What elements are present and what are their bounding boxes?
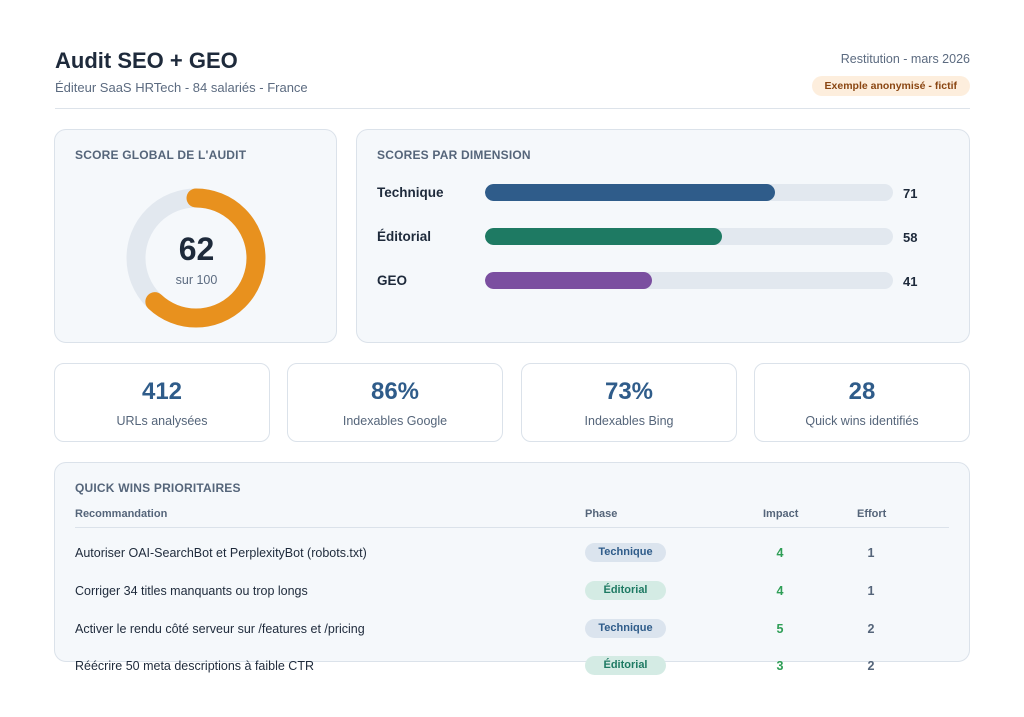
global-score-value: 62 bbox=[178, 231, 215, 267]
table-row: Autoriser OAI-SearchBot et PerplexityBot… bbox=[55, 543, 971, 563]
phase-badge: Technique bbox=[585, 543, 666, 562]
report-date: Restitution - mars 2026 bbox=[840, 52, 970, 66]
kpi-card-google: 86% Indexables Google bbox=[287, 363, 503, 442]
table-row: Corriger 34 titles manquants ou trop lon… bbox=[55, 581, 971, 601]
recommendation-text: Réécrire 50 meta descriptions à faible C… bbox=[75, 659, 314, 673]
page-subtitle: Éditeur SaaS HRTech - 84 salariés - Fran… bbox=[55, 80, 308, 95]
dimension-bar-fill bbox=[485, 184, 775, 201]
dimension-value: 41 bbox=[903, 274, 918, 289]
score-donut bbox=[126, 188, 266, 328]
impact-value: 3 bbox=[776, 659, 784, 673]
dimension-value: 71 bbox=[903, 186, 918, 201]
recommendation-text: Corriger 34 titles manquants ou trop lon… bbox=[75, 584, 308, 598]
recommendation-text: Activer le rendu côté serveur sur /featu… bbox=[75, 622, 365, 636]
kpi-card-bing: 73% Indexables Bing bbox=[521, 363, 737, 442]
kpi-card-urls: 412 URLs analysées bbox=[54, 363, 270, 442]
dimension-value: 58 bbox=[903, 230, 918, 245]
global-score-title: SCORE GLOBAL DE L'AUDIT bbox=[75, 148, 247, 162]
effort-value: 2 bbox=[867, 659, 875, 673]
table-row: Activer le rendu côté serveur sur /featu… bbox=[55, 619, 971, 639]
phase-badge: Technique bbox=[585, 619, 666, 638]
kpi-label: Indexables Google bbox=[342, 414, 448, 428]
dimension-scores-title: SCORES PAR DIMENSION bbox=[377, 148, 531, 162]
global-score-max-label: sur 100 bbox=[175, 273, 218, 287]
kpi-label: URLs analysées bbox=[116, 414, 208, 428]
phase-badge: Éditorial bbox=[585, 581, 666, 600]
dimension-bar-track bbox=[485, 272, 893, 289]
dimension-label: GEO bbox=[377, 273, 408, 288]
global-score-card: SCORE GLOBAL DE L'AUDIT 62 sur 100 bbox=[54, 129, 337, 343]
score-ring-fill bbox=[126, 188, 266, 328]
kpi-label: Quick wins identifiés bbox=[805, 414, 919, 428]
kpi-value: 73% bbox=[604, 378, 654, 405]
effort-value: 2 bbox=[867, 622, 875, 636]
kpi-value: 86% bbox=[370, 378, 420, 405]
kpi-card-quick-wins: 28 Quick wins identifiés bbox=[754, 363, 970, 442]
kpi-value: 28 bbox=[848, 378, 876, 405]
column-header-phase: Phase bbox=[585, 508, 618, 520]
dimension-bar-track bbox=[485, 228, 893, 245]
dimension-label: Technique bbox=[377, 185, 444, 200]
phase-badge: Éditorial bbox=[585, 656, 666, 675]
quick-wins-title: QUICK WINS PRIORITAIRES bbox=[75, 481, 241, 495]
recommendation-text: Autoriser OAI-SearchBot et PerplexityBot… bbox=[75, 546, 367, 560]
dimension-row-technique: Technique 71 bbox=[357, 183, 971, 203]
impact-value: 4 bbox=[776, 584, 784, 598]
dimension-bar-track bbox=[485, 184, 893, 201]
impact-value: 4 bbox=[776, 546, 784, 560]
kpi-value: 412 bbox=[141, 378, 183, 405]
impact-value: 5 bbox=[776, 622, 784, 636]
header-divider bbox=[55, 108, 970, 109]
effort-value: 1 bbox=[867, 546, 875, 560]
dimension-bar-fill bbox=[485, 228, 722, 245]
dimension-row-editorial: Éditorial 58 bbox=[357, 227, 971, 247]
effort-value: 1 bbox=[867, 584, 875, 598]
fictional-example-badge: Exemple anonymisé - fictif bbox=[811, 76, 970, 96]
table-row: Réécrire 50 meta descriptions à faible C… bbox=[55, 656, 971, 676]
quick-wins-card: QUICK WINS PRIORITAIRES Recommandation P… bbox=[54, 462, 971, 675]
dimension-scores-card: SCORES PAR DIMENSION Technique 71 Éditor… bbox=[356, 129, 970, 343]
column-header-recommendation: Recommandation bbox=[75, 508, 168, 520]
table-header-divider bbox=[75, 527, 949, 528]
dimension-bar-fill bbox=[485, 272, 653, 289]
column-header-impact: Impact bbox=[763, 508, 799, 520]
page-title: Audit SEO + GEO bbox=[55, 48, 238, 73]
column-header-effort: Effort bbox=[857, 508, 887, 520]
dimension-row-geo: GEO 41 bbox=[357, 271, 971, 291]
dimension-label: Éditorial bbox=[377, 229, 432, 244]
kpi-label: Indexables Bing bbox=[584, 414, 674, 428]
